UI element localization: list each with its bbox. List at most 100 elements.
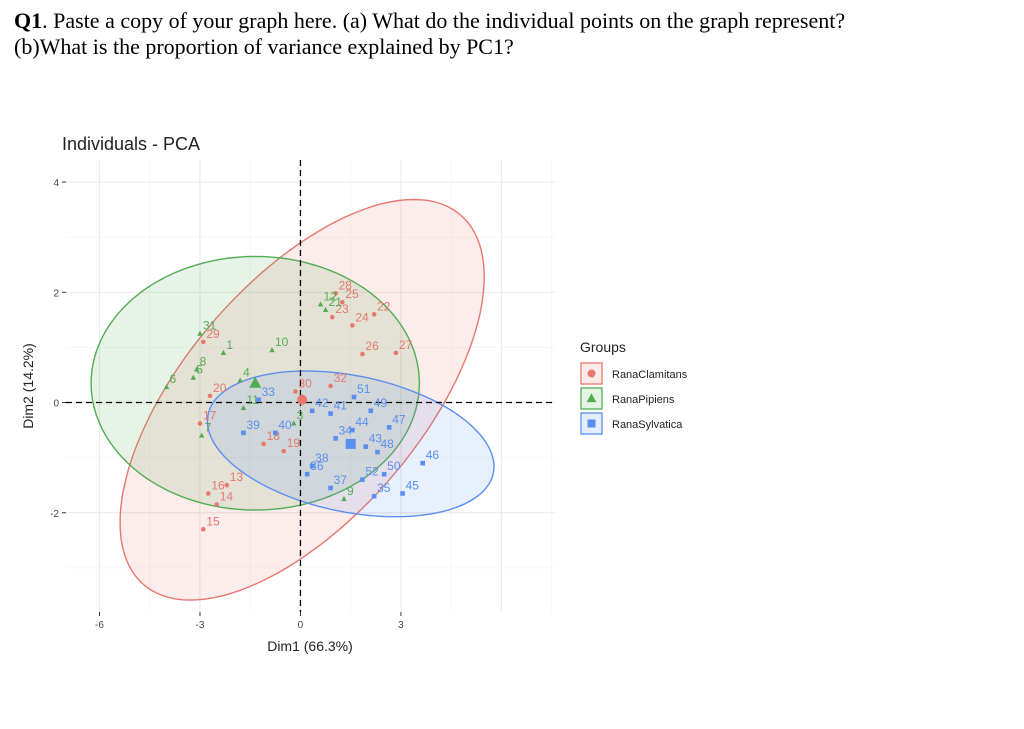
- point-12: [317, 301, 324, 307]
- point-16: [206, 491, 211, 496]
- point-label-45: 45: [406, 478, 420, 492]
- point-36: [304, 471, 310, 477]
- point-label-28: 28: [339, 278, 353, 292]
- point-label-9: 9: [347, 484, 354, 498]
- point-26: [360, 351, 365, 357]
- point-28: [333, 291, 338, 296]
- legend-label-RanaSylvatica: RanaSylvatica: [612, 419, 683, 431]
- point-label-11: 11: [247, 393, 260, 407]
- question-line2: (b)What is the proportion of variance ex…: [14, 34, 514, 59]
- point-label-27: 27: [399, 338, 413, 352]
- grid: [66, 160, 555, 612]
- point-5: [190, 374, 197, 380]
- point-20: [207, 393, 213, 399]
- point-37: [328, 485, 333, 491]
- point-23: [329, 314, 335, 320]
- point-21: [322, 306, 329, 313]
- point-19: [281, 448, 287, 454]
- point-41: [328, 411, 333, 416]
- point-1: [220, 349, 227, 355]
- point-label-35: 35: [377, 481, 391, 495]
- point-38: [309, 463, 315, 469]
- point-label-41: 41: [334, 399, 348, 413]
- point-46: [420, 460, 426, 466]
- legend-marker-RanaPipiens: [586, 393, 597, 403]
- point-7: [198, 432, 205, 438]
- point-3: [290, 420, 297, 426]
- point-44: [350, 427, 355, 433]
- group-means: [249, 376, 356, 449]
- point-31: [197, 330, 203, 336]
- point-52: [360, 477, 365, 483]
- point-label-33: 33: [262, 385, 276, 399]
- point-label-47: 47: [392, 412, 406, 426]
- point-label-12: 12: [324, 289, 338, 303]
- point-50: [381, 471, 387, 477]
- point-label-49: 49: [374, 396, 388, 410]
- point-label-26: 26: [365, 339, 379, 353]
- point-label-23: 23: [335, 302, 349, 316]
- point-label-5: 5: [196, 363, 203, 377]
- point-label-31: 31: [203, 319, 217, 333]
- mean-RanaSylvatica: [345, 438, 356, 449]
- point-label-17: 17: [203, 408, 217, 422]
- point-30: [293, 389, 298, 394]
- point-15: [201, 527, 206, 532]
- point-label-48: 48: [380, 437, 394, 451]
- point-24: [350, 323, 355, 328]
- point-label-3: 3: [297, 408, 304, 422]
- point-label-22: 22: [377, 299, 391, 313]
- point-label-6: 6: [169, 372, 176, 386]
- point-label-52: 52: [365, 465, 379, 479]
- point-label-14: 14: [220, 490, 234, 504]
- point-18: [261, 441, 266, 447]
- point-label-37: 37: [334, 473, 348, 487]
- point-49: [368, 408, 374, 414]
- point-label-42: 42: [315, 396, 329, 410]
- point-10: [269, 347, 275, 353]
- legend-title: Groups: [580, 339, 626, 355]
- point-label-44: 44: [355, 415, 369, 429]
- point-32: [328, 383, 333, 389]
- point-40: [273, 430, 278, 436]
- point-label-40: 40: [278, 418, 292, 432]
- point-label-1: 1: [226, 338, 233, 352]
- point-label-29: 29: [206, 327, 220, 341]
- reference-lines: [66, 160, 555, 612]
- point-42: [309, 408, 315, 414]
- point-47: [386, 425, 392, 430]
- point-17: [197, 421, 203, 426]
- x-tick-label: 3: [398, 620, 404, 631]
- mean-RanaPipiens: [249, 376, 262, 388]
- legend-marker-RanaSylvatica: [587, 419, 596, 428]
- point-label-7: 7: [205, 421, 212, 435]
- x-tick-label: -6: [95, 620, 104, 631]
- y-tick-label: 0: [53, 399, 59, 410]
- y-tick-label: -2: [50, 509, 59, 520]
- legend-label-RanaClamitans: RanaClamitans: [612, 369, 688, 381]
- mean-RanaClamitans: [297, 394, 308, 405]
- point-8: [193, 366, 200, 372]
- point-label-21: 21: [329, 295, 343, 309]
- question-text: Q1. Paste a copy of your graph here. (a)…: [14, 8, 1014, 60]
- x-axis-label: Dim1 (66.3%): [267, 638, 353, 654]
- point-label-36: 36: [310, 459, 324, 473]
- point-label-4: 4: [243, 365, 250, 379]
- point-48: [375, 449, 380, 455]
- point-label-24: 24: [355, 310, 369, 324]
- legend: Groups RanaClamitans RanaPipiens RanaSylva…: [580, 339, 688, 435]
- question-number: Q1: [14, 8, 43, 33]
- x-tick-label: -3: [196, 620, 205, 631]
- point-label-10: 10: [275, 335, 289, 349]
- point-label-15: 15: [206, 514, 220, 528]
- point-45: [400, 491, 405, 496]
- point-label-51: 51: [357, 382, 371, 396]
- point-27: [393, 350, 399, 356]
- point-39: [241, 430, 246, 436]
- legend-marker-RanaClamitans: [587, 369, 596, 378]
- point-6: [163, 384, 170, 390]
- point-11: [240, 405, 247, 411]
